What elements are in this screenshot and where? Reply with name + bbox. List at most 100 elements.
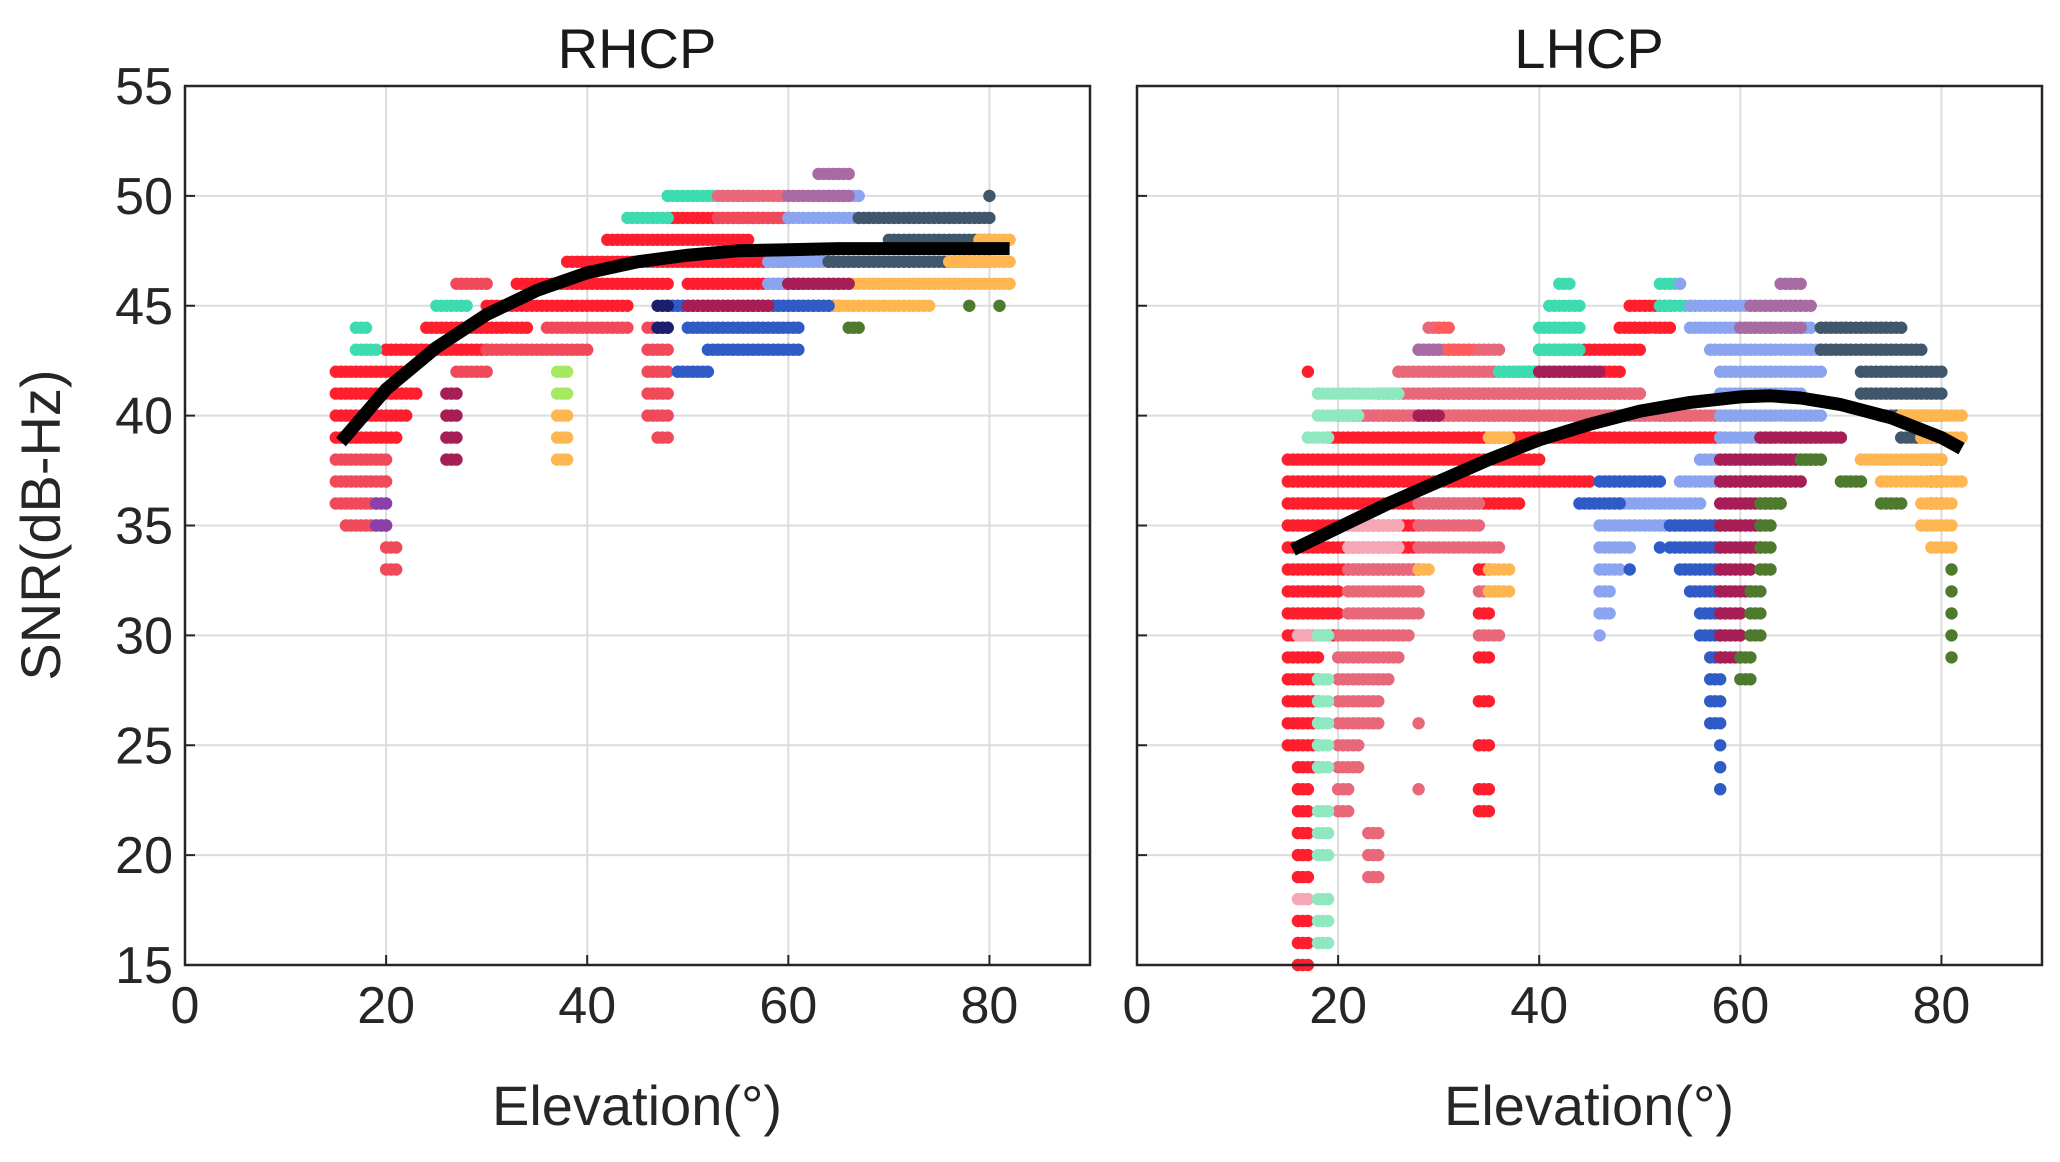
data-point xyxy=(1794,475,1807,488)
data-point xyxy=(1372,826,1385,840)
data-point xyxy=(1382,673,1395,686)
data-point xyxy=(1321,629,1335,642)
data-point xyxy=(410,387,423,400)
data-point xyxy=(1814,365,1828,378)
data-point xyxy=(1895,321,1908,334)
x-tick-label: 60 xyxy=(1711,977,1769,1035)
x-tick-label: 20 xyxy=(357,977,415,1035)
data-point xyxy=(1482,783,1496,796)
panel-rhcp: 0 20 40 60 80 15 20 25 30 35 40 45 50 55 RHCP Elevat… xyxy=(9,17,1092,1137)
data-point xyxy=(1945,497,1958,510)
data-point xyxy=(1935,387,1948,400)
data-point xyxy=(1321,936,1335,950)
data-point xyxy=(1331,607,1345,620)
data-point xyxy=(1311,651,1325,664)
y-tick-label: 20 xyxy=(115,827,173,885)
data-point xyxy=(560,453,574,466)
x-tick-label: 40 xyxy=(1510,977,1568,1035)
chart-title-rhcp: RHCP xyxy=(558,17,717,80)
data-point xyxy=(1693,497,1707,510)
x-tick-label: 60 xyxy=(759,977,817,1035)
data-point xyxy=(1422,563,1435,576)
y-tick-label: 15 xyxy=(115,937,173,995)
data-point xyxy=(1603,607,1616,620)
data-point xyxy=(450,453,463,466)
data-point xyxy=(1794,321,1807,334)
y-ticks-lhcp xyxy=(1137,85,1147,966)
x-axis-label-rhcp: Elevation(°) xyxy=(492,1074,782,1137)
data-point xyxy=(560,409,574,422)
data-point xyxy=(1321,695,1335,708)
y-tick-label: 45 xyxy=(115,278,173,336)
x-ticks-lhcp: 0 20 40 60 80 xyxy=(1123,955,1971,1035)
data-point xyxy=(621,299,634,312)
data-point xyxy=(1834,431,1848,444)
data-point xyxy=(379,519,393,532)
data-point xyxy=(661,321,674,334)
data-point xyxy=(1492,629,1506,642)
data-point xyxy=(1412,607,1425,620)
data-point xyxy=(1301,365,1315,378)
data-point xyxy=(1714,673,1727,686)
data-point xyxy=(661,277,674,290)
data-point xyxy=(581,343,594,356)
data-point xyxy=(1573,299,1586,312)
data-point xyxy=(1955,409,1968,422)
panel-lhcp: 0 20 40 60 80 LHCP Elevation(°) xyxy=(1123,17,2044,1137)
y-tick-label: 30 xyxy=(115,607,173,665)
data-point xyxy=(1945,541,1958,554)
data-point xyxy=(1714,717,1727,730)
data-point xyxy=(1945,585,1958,598)
data-point xyxy=(1301,783,1315,796)
data-point xyxy=(1613,365,1626,378)
data-point xyxy=(450,409,463,422)
data-point xyxy=(1301,936,1315,950)
data-point xyxy=(1352,739,1365,752)
y-tick-label: 40 xyxy=(115,388,173,446)
fit-line xyxy=(335,242,1010,447)
data-point xyxy=(1492,343,1506,356)
data-point xyxy=(1714,761,1727,774)
data-point xyxy=(1372,870,1385,884)
data-point xyxy=(1482,739,1496,752)
data-point xyxy=(1402,629,1415,642)
chart-title-lhcp: LHCP xyxy=(1514,17,1663,80)
data-point xyxy=(1633,343,1647,356)
data-point xyxy=(560,431,574,444)
data-point xyxy=(1593,629,1606,642)
data-point xyxy=(1593,365,1606,378)
y-tick-label: 55 xyxy=(115,58,173,116)
data-point xyxy=(842,189,855,203)
data-point xyxy=(762,299,775,312)
data-point xyxy=(369,343,383,356)
data-point xyxy=(741,233,755,246)
x-tick-label: 40 xyxy=(558,977,616,1035)
data-point xyxy=(1945,563,1958,576)
data-point xyxy=(1321,717,1335,730)
x-tick-label: 80 xyxy=(1913,977,1971,1035)
data-point xyxy=(379,497,393,510)
data-point xyxy=(1392,541,1405,554)
data-point xyxy=(1583,475,1596,488)
data-point xyxy=(359,321,373,334)
data-point xyxy=(1935,453,1948,466)
data-point xyxy=(1744,673,1757,686)
data-point xyxy=(993,299,1006,312)
data-point xyxy=(842,277,855,290)
data-point xyxy=(983,189,996,203)
data-point xyxy=(1372,848,1385,862)
data-point xyxy=(1653,541,1667,554)
data-point xyxy=(1352,761,1365,774)
data-point xyxy=(1321,914,1335,928)
data-point xyxy=(390,563,403,576)
data-point xyxy=(1392,387,1405,400)
data-point xyxy=(450,431,463,444)
data-point xyxy=(1945,607,1958,620)
data-point xyxy=(1301,892,1315,906)
data-point xyxy=(1432,409,1445,422)
data-point xyxy=(1502,431,1516,444)
data-point xyxy=(1804,321,1817,334)
fit-line xyxy=(1290,389,1965,556)
data-point xyxy=(1372,695,1385,708)
data-point xyxy=(1472,519,1486,532)
